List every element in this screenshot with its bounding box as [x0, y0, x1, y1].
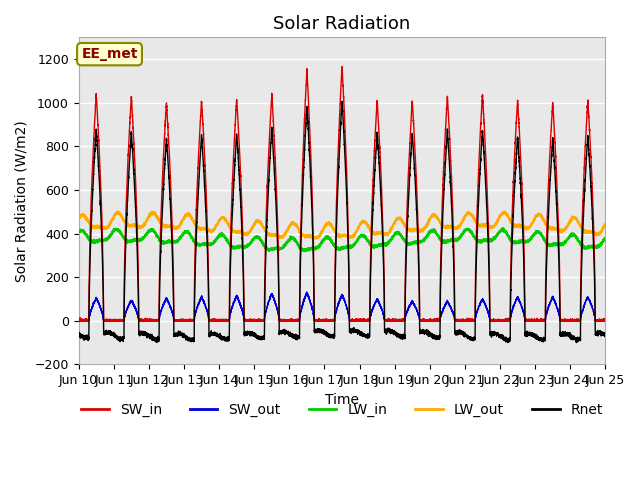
Y-axis label: Solar Radiation (W/m2): Solar Radiation (W/m2) [15, 120, 29, 282]
Legend: SW_in, SW_out, LW_in, LW_out, Rnet: SW_in, SW_out, LW_in, LW_out, Rnet [76, 397, 609, 423]
Title: Solar Radiation: Solar Radiation [273, 15, 411, 33]
Text: EE_met: EE_met [81, 47, 138, 61]
X-axis label: Time: Time [325, 393, 359, 407]
